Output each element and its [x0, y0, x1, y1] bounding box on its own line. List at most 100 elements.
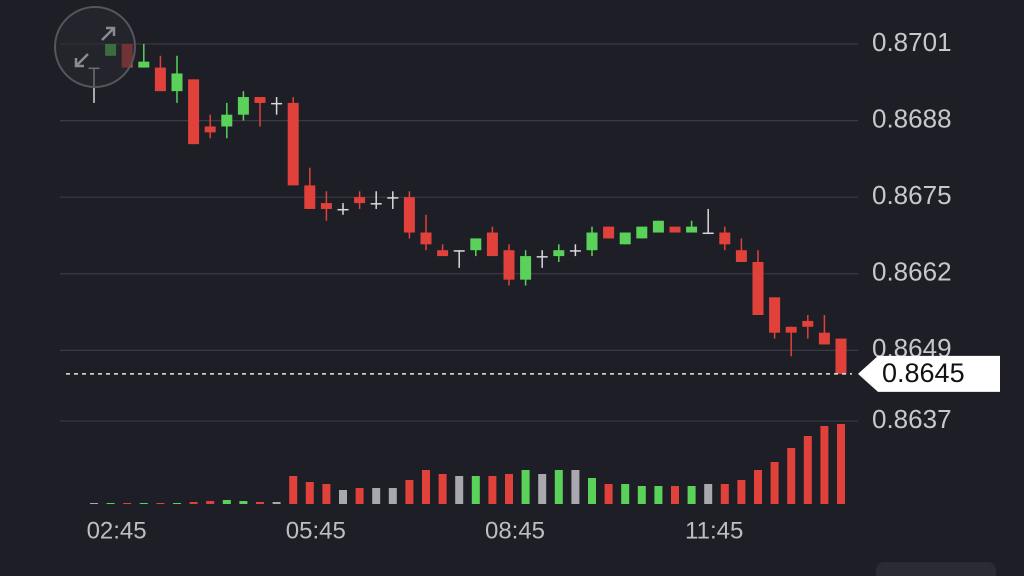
volume-bar: [521, 470, 530, 504]
volume-bar: [671, 486, 679, 504]
volume-bar: [787, 448, 796, 504]
y-tick-label: 0.8637: [872, 404, 952, 434]
candle-body: [536, 256, 548, 258]
candle-body: [287, 102, 299, 186]
volume-bar: [471, 476, 480, 504]
volume-bar: [571, 470, 580, 504]
candle-body: [835, 338, 847, 374]
candle-body: [254, 97, 266, 103]
candle-body: [652, 220, 664, 233]
volume-bar: [820, 426, 829, 504]
volume-bar: [770, 462, 779, 504]
candle-body: [686, 226, 698, 233]
volume-bar: [189, 502, 198, 504]
volume-bar: [687, 486, 696, 504]
volume-bar: [803, 436, 812, 504]
volume-bar: [488, 476, 497, 504]
candle-body: [553, 250, 565, 257]
volume-bar: [239, 501, 248, 504]
volume-bar: [372, 488, 381, 504]
y-tick-label: 0.8675: [872, 180, 952, 210]
y-tick-label: 0.8688: [872, 103, 952, 133]
volume-bar: [837, 424, 845, 504]
expand-icon[interactable]: [74, 26, 116, 68]
y-tick-label: 0.8662: [872, 257, 952, 287]
candle-body: [520, 256, 532, 280]
candle-body: [154, 67, 166, 92]
candle-body: [204, 126, 216, 133]
volume-bar: [720, 484, 729, 504]
volume-bar: [538, 474, 547, 504]
candle-body: [453, 250, 465, 252]
volume-bar: [123, 503, 132, 504]
candle-body: [437, 250, 449, 257]
candle-body: [769, 297, 781, 333]
candle-body: [752, 261, 764, 316]
volume-bar: [289, 476, 298, 504]
candle-body: [387, 197, 399, 199]
volume-bar: [455, 476, 464, 504]
candle-body: [304, 185, 316, 209]
candle-body: [669, 226, 681, 233]
candle-body: [470, 238, 482, 251]
volume-bar: [621, 484, 630, 504]
volume-bar: [106, 503, 115, 504]
candle-body: [370, 203, 382, 205]
x-tick-label: 08:45: [485, 517, 545, 544]
candle-body: [271, 102, 283, 105]
candle-body: [486, 232, 498, 257]
x-tick-label: 11:45: [685, 517, 743, 544]
candle-body: [619, 232, 631, 245]
bottom-tab: [876, 562, 996, 576]
volume-bar: [305, 482, 314, 504]
volume-bar: [588, 478, 596, 504]
volume-bar: [438, 474, 447, 504]
volume-bar: [256, 502, 264, 504]
candle-body: [237, 97, 249, 115]
volume-bar: [604, 484, 613, 504]
volume-bar: [704, 484, 713, 504]
candle-body: [818, 332, 830, 345]
volume-bar: [388, 488, 397, 504]
volume-bar: [339, 490, 347, 504]
volume-bar: [206, 501, 215, 504]
volume-bar: [222, 500, 231, 504]
candle-body: [702, 232, 714, 235]
volume-bar: [637, 486, 646, 504]
expand-button[interactable]: [54, 6, 136, 88]
x-tick-label: 02:45: [87, 517, 147, 544]
candle-body: [403, 197, 415, 233]
volume-bar: [554, 470, 563, 504]
candle-body: [221, 114, 233, 127]
volume-bar: [754, 470, 762, 504]
last-price-label: 0.8645: [882, 358, 965, 388]
volume-bar: [737, 480, 746, 504]
volume-bar: [272, 502, 281, 504]
candle-body: [171, 73, 183, 92]
candle-body: [802, 320, 814, 327]
last-price-box: [858, 355, 1000, 392]
candle-body: [354, 197, 366, 204]
volume-bar: [90, 503, 98, 504]
candle-body: [188, 79, 200, 145]
plot: 0.87010.86880.86750.86620.86490.863702:4…: [60, 27, 1000, 544]
expand-circle[interactable]: [54, 6, 136, 88]
volume-bar: [322, 484, 331, 504]
candle-body: [719, 232, 731, 245]
candle-body: [138, 61, 150, 68]
volume-bar: [654, 486, 663, 504]
y-tick-label: 0.8701: [872, 27, 952, 57]
x-tick-label: 05:45: [286, 517, 346, 544]
candle-body: [586, 232, 598, 251]
volume-bar: [505, 474, 513, 504]
volume-bar: [422, 470, 430, 504]
candle-body: [337, 208, 349, 211]
volume-bar: [156, 503, 165, 504]
candle-body: [636, 226, 648, 239]
candle-body: [735, 250, 747, 262]
candle-body: [603, 226, 615, 239]
candle-body: [320, 203, 332, 209]
candle-body: [420, 232, 432, 245]
